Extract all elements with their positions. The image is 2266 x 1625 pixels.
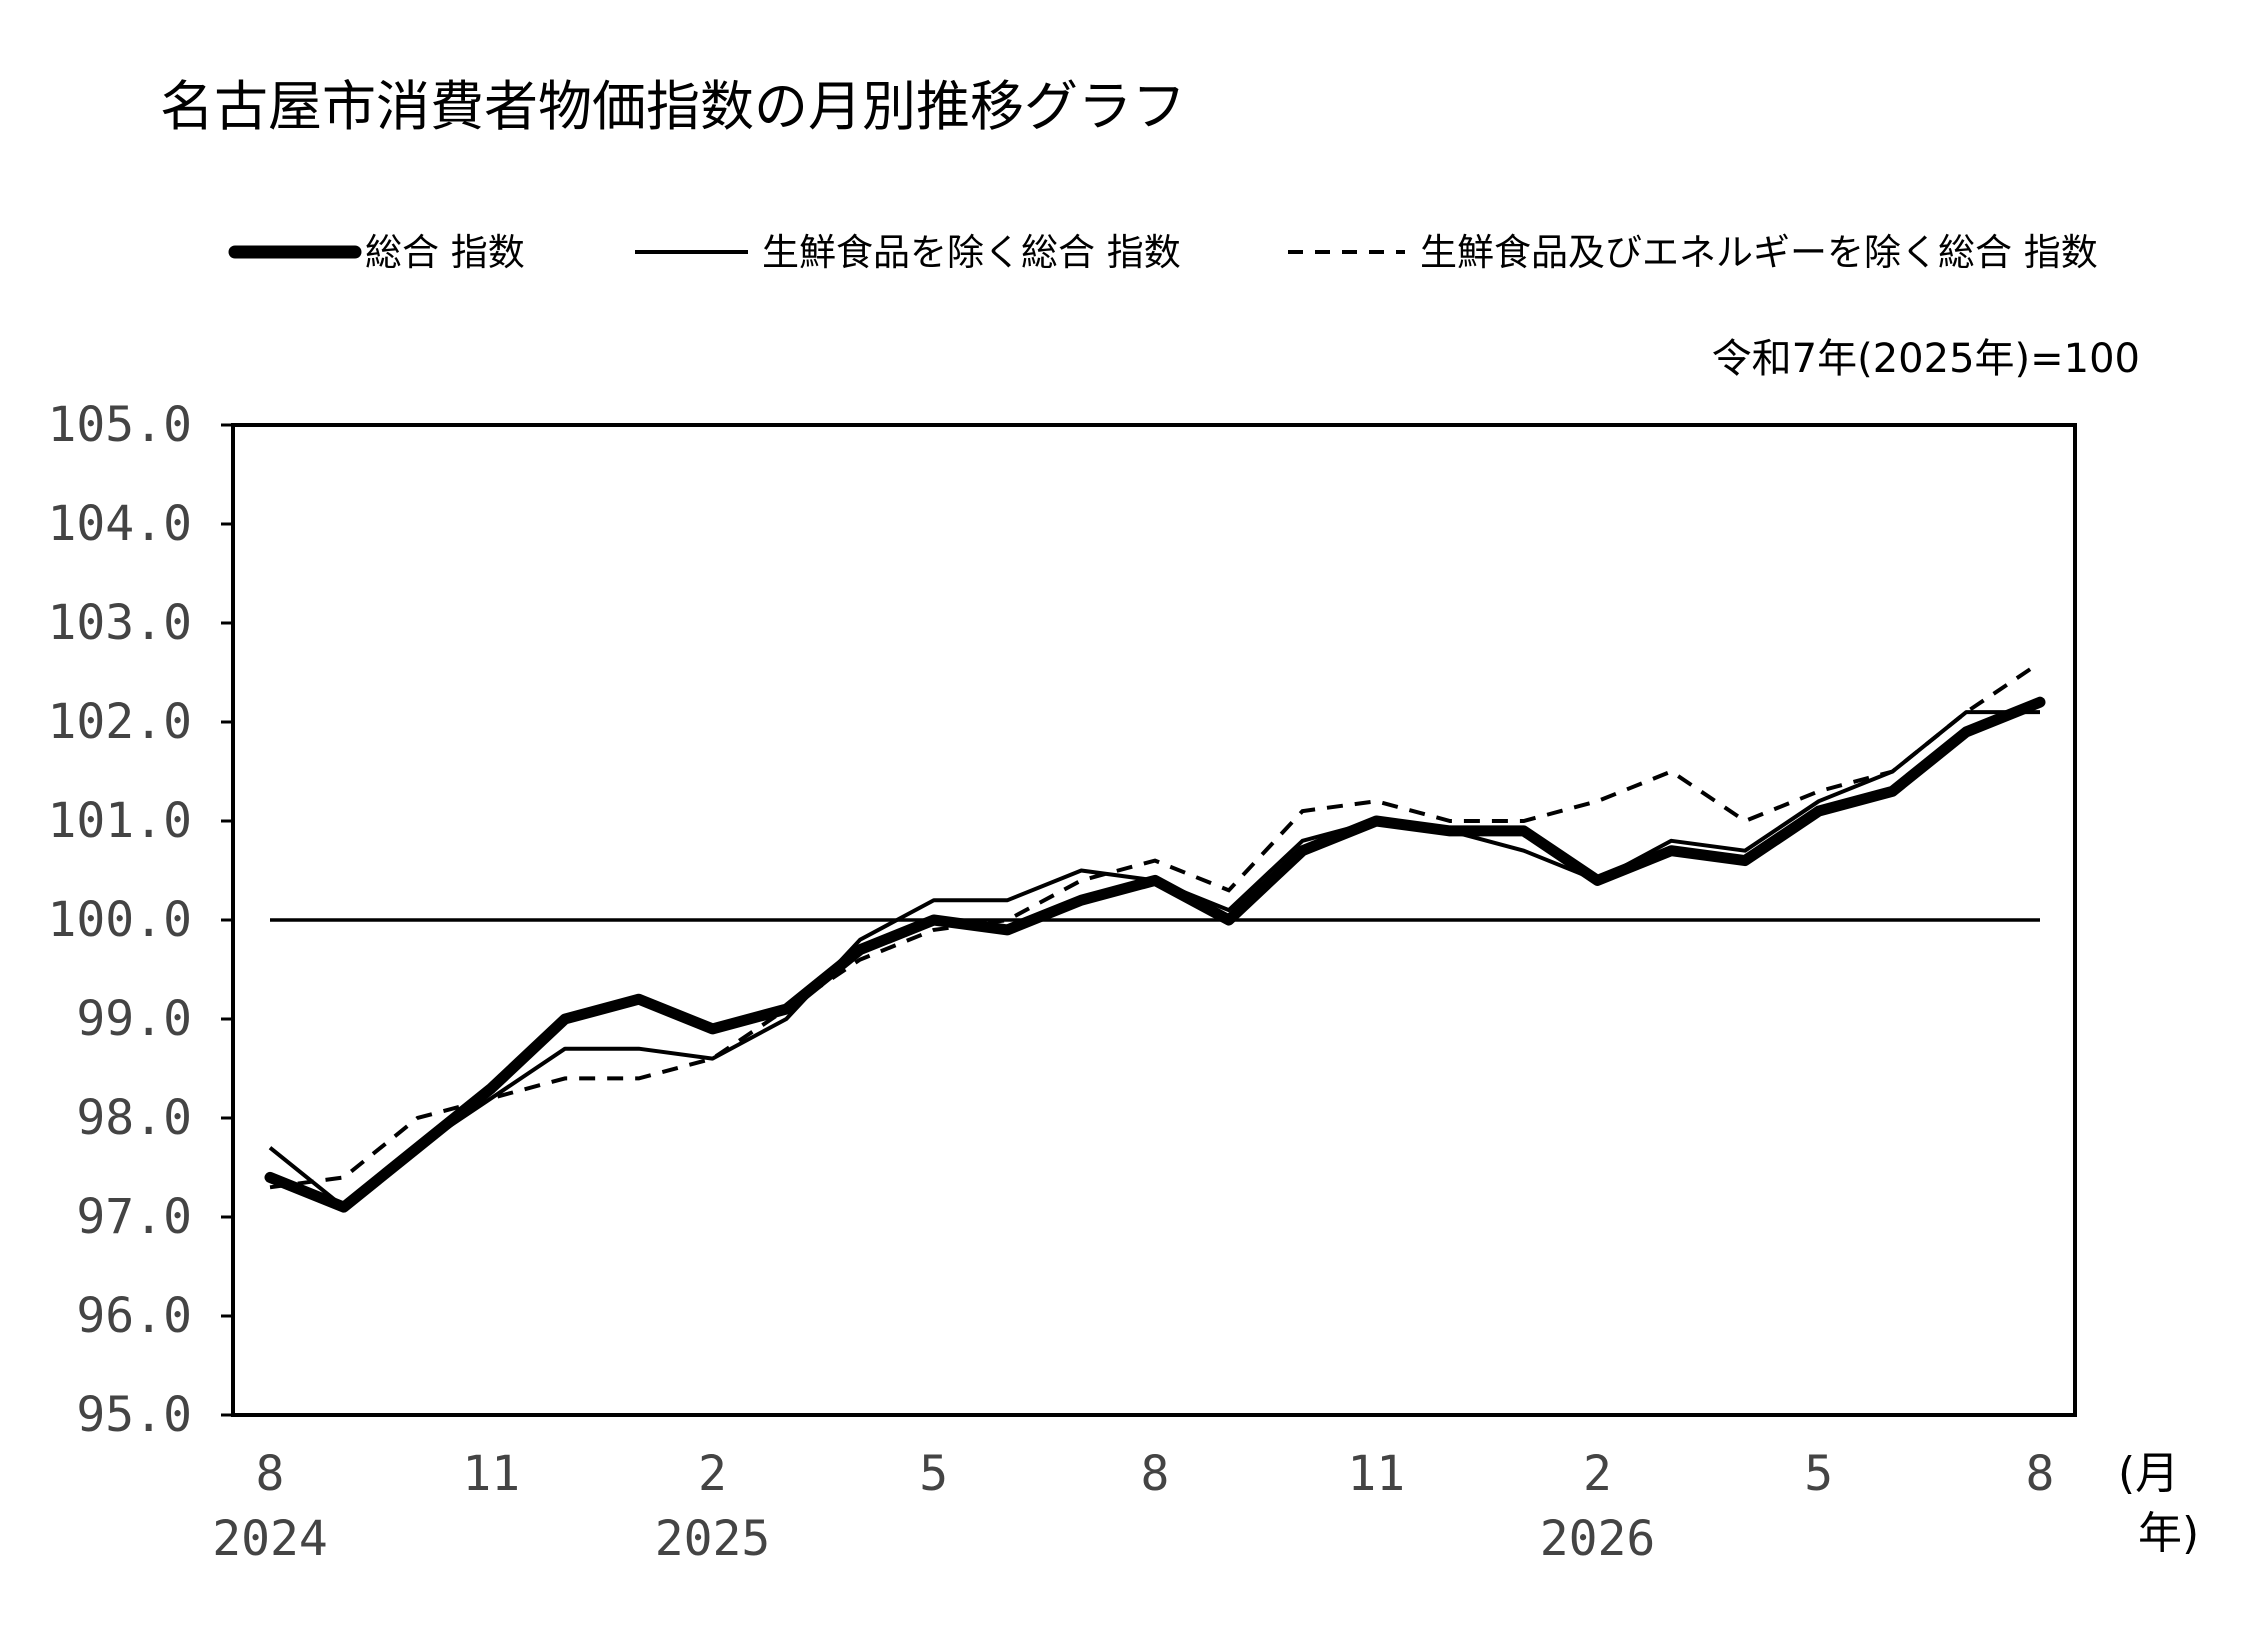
x-tick-label-month: 11: [462, 1446, 520, 1502]
y-tick-label: 100.0: [48, 892, 193, 948]
legend-label-core: 生鮮食品を除く総合 指数: [762, 231, 1181, 274]
legend-label-core-core: 生鮮食品及びエネルギーを除く総合 指数: [1420, 231, 2098, 274]
series-group: [264, 660, 2046, 1213]
series-line-total: [264, 696, 2046, 1213]
y-tick-label: 99.0: [76, 991, 192, 1047]
x-unit-year: 年): [2138, 1508, 2199, 1559]
y-tick-label: 105.0: [48, 397, 193, 453]
x-tick-label-year: 2024: [212, 1511, 328, 1567]
chart-title: 名古屋市消費者物価指数の月別推移グラフ: [160, 75, 1186, 138]
y-tick-label: 103.0: [48, 595, 193, 651]
y-tick-label: 102.0: [48, 694, 193, 750]
x-tick-label-month: 2: [1583, 1446, 1612, 1502]
x-tick-label-year: 2026: [1540, 1511, 1656, 1567]
base-year-note: 令和7年(2025年)=100: [1712, 336, 2140, 382]
x-tick-label-year: 2025: [655, 1511, 771, 1567]
y-tick-label: 97.0: [76, 1189, 192, 1245]
x-tick-label-month: 11: [1347, 1446, 1405, 1502]
legend-label-total: 総合 指数: [365, 231, 525, 274]
x-tick-label-month: 2: [698, 1446, 727, 1502]
x-tick-label-month: 5: [919, 1446, 948, 1502]
y-tick-label: 95.0: [76, 1387, 192, 1443]
x-unit-month: (月: [2118, 1448, 2179, 1499]
y-tick-label: 98.0: [76, 1090, 192, 1146]
series-line-core-core: [269, 660, 2042, 1190]
x-tick-label-month: 8: [1141, 1446, 1170, 1502]
x-tick-label-month: 8: [2026, 1446, 2055, 1502]
y-tick-label: 101.0: [48, 793, 193, 849]
y-tick-label: 96.0: [76, 1288, 192, 1344]
x-tick-label-month: 5: [1804, 1446, 1833, 1502]
y-tick-label: 104.0: [48, 496, 193, 552]
legend: 総合 指数 生鮮食品を除く総合 指数 生鮮食品及びエネルギーを除く総合 指数: [228, 231, 2098, 274]
x-axis: 8 11 2 5 8 11 2 5 8 2024 2025 2026: [212, 1446, 2054, 1567]
y-axis: 105.0 104.0 103.0 102.0 101.0 100.0 99.0 98.0 97…: [48, 397, 233, 1443]
series-line-core: [268, 710, 2040, 1210]
x-tick-label-month: 8: [256, 1446, 285, 1502]
